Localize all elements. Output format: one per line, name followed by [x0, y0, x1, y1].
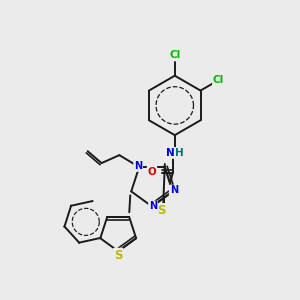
Text: N: N [134, 161, 142, 171]
Text: S: S [114, 249, 122, 262]
Text: O: O [148, 167, 156, 177]
Text: N: N [167, 148, 175, 158]
Text: S: S [157, 204, 165, 217]
Text: N: N [169, 185, 178, 195]
Text: H: H [175, 148, 184, 158]
Text: Cl: Cl [169, 50, 180, 60]
Text: Cl: Cl [213, 75, 224, 85]
Text: N: N [149, 202, 157, 212]
